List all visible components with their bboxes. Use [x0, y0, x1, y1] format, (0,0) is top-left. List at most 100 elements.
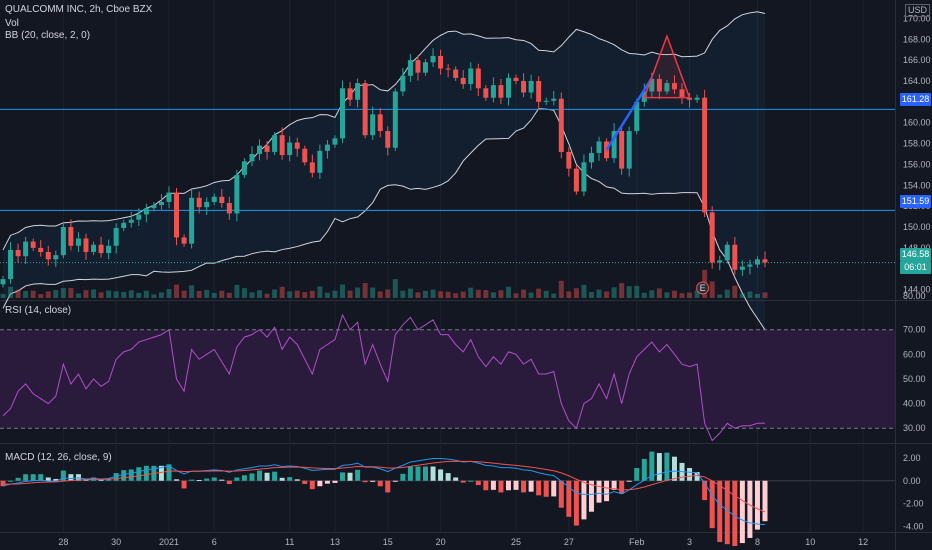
- price-tag-151: 151.59: [900, 195, 931, 208]
- rsi-legend[interactable]: RSI (14, close): [5, 305, 72, 316]
- symbol-title: QUALCOMM INC, 2h, Cboe BZX: [5, 4, 153, 15]
- candle-body: [294, 142, 300, 149]
- bb-legend[interactable]: BB (20, close, 2, 0): [5, 30, 91, 41]
- volume-bar: [407, 288, 413, 298]
- candle-body: [75, 238, 81, 246]
- macd-legend[interactable]: MACD (12, 26, close, 9): [5, 452, 112, 463]
- macd-histogram-bar: [317, 480, 323, 487]
- macd-histogram-bar: [332, 480, 338, 483]
- time-axis-label: 11: [285, 537, 294, 547]
- candle-body: [392, 91, 398, 148]
- volume-bar: [536, 288, 542, 298]
- volume-bar: [234, 284, 240, 298]
- volume-bar: [490, 292, 496, 298]
- volume-bar: [483, 290, 489, 298]
- volume-bar: [121, 291, 127, 298]
- macd-histogram-bar: [400, 473, 406, 481]
- volume-bar: [91, 289, 97, 298]
- vol-legend[interactable]: Vol: [5, 18, 19, 29]
- volume-bar: [566, 291, 572, 298]
- candle-body: [445, 68, 451, 70]
- candle-body: [370, 114, 376, 136]
- volume-bar: [438, 291, 444, 298]
- macd-histogram-bar: [505, 480, 511, 491]
- candle-body: [747, 264, 753, 267]
- volume-bar: [309, 290, 315, 298]
- candle-body: [694, 97, 700, 100]
- price-tick-label: 168.00: [903, 34, 931, 44]
- volume-bar: [641, 292, 647, 298]
- candle-body: [91, 244, 97, 253]
- volume-bar: [204, 289, 210, 298]
- volume-bar: [694, 290, 700, 298]
- volume-bar: [30, 290, 36, 298]
- candle-body: [309, 162, 315, 173]
- macd-tick-label: -4.00: [903, 521, 924, 531]
- candle-body: [664, 83, 670, 92]
- volume-bar: [762, 292, 768, 298]
- volume-bar: [347, 290, 353, 298]
- candle-body: [166, 192, 172, 202]
- volume-bar: [83, 290, 89, 298]
- macd-histogram-bar: [558, 480, 564, 508]
- macd-histogram-bar: [566, 480, 572, 517]
- macd-histogram-bar: [687, 467, 693, 481]
- candle-body: [483, 88, 489, 98]
- candle-body: [302, 148, 308, 163]
- volume-bar: [521, 289, 527, 298]
- volume-bar: [679, 293, 685, 298]
- volume-bar: [596, 289, 602, 298]
- volume-bar: [219, 290, 225, 298]
- volume-bar: [136, 292, 142, 298]
- volume-bar: [754, 293, 760, 298]
- currency-button[interactable]: USD: [905, 4, 931, 17]
- macd-histogram-bar: [234, 477, 240, 481]
- macd-histogram-bar: [347, 472, 353, 481]
- macd-histogram-bar: [671, 456, 677, 481]
- time-axis-label: 27: [564, 537, 574, 547]
- candle-body: [596, 141, 602, 153]
- volume-bar: [634, 285, 640, 298]
- volume-bar: [332, 290, 338, 298]
- candle-body: [8, 249, 14, 280]
- macd-histogram-bar: [490, 480, 496, 490]
- volume-bar: [317, 286, 323, 298]
- candle-body: [15, 249, 21, 257]
- candle-body: [634, 101, 640, 132]
- macd-histogram-bar: [747, 480, 753, 538]
- macd-histogram-bar: [739, 480, 745, 544]
- volume-bar: [196, 291, 202, 298]
- volume-scale-label: 80.00: [903, 291, 926, 301]
- candle-body: [234, 174, 240, 214]
- time-axis-label: 3: [687, 537, 692, 547]
- candle-body: [45, 252, 51, 260]
- volume-bar: [106, 290, 112, 298]
- signal-line: [3, 460, 766, 513]
- macd-histogram-bar: [136, 467, 142, 481]
- macd-histogram-bar: [702, 480, 708, 501]
- macd-histogram-bar: [717, 480, 723, 542]
- candle-body: [211, 196, 217, 202]
- candle-body: [332, 138, 338, 145]
- time-axis-label: 15: [383, 537, 393, 547]
- macd-histogram-bar: [422, 466, 428, 481]
- candle-body: [38, 247, 44, 253]
- macd-histogram-bar: [475, 480, 481, 486]
- volume-bar: [468, 287, 474, 298]
- candle-body: [754, 259, 760, 265]
- candle-body: [377, 114, 383, 132]
- candle-body: [98, 244, 104, 254]
- rsi-tick-label: 40.00: [903, 399, 926, 409]
- candle-body: [407, 60, 413, 76]
- rsi-tick-label: 70.00: [903, 325, 926, 335]
- macd-histogram-bar: [272, 471, 278, 481]
- macd-histogram-bar: [445, 473, 451, 481]
- volume-bar: [45, 291, 51, 298]
- volume-bar: [362, 283, 368, 298]
- macd-tick-label: 0.00: [903, 476, 921, 486]
- candle-body: [687, 97, 693, 100]
- volume-bar: [513, 293, 519, 298]
- macd-histogram-bar: [196, 480, 202, 482]
- candle-body: [226, 203, 232, 214]
